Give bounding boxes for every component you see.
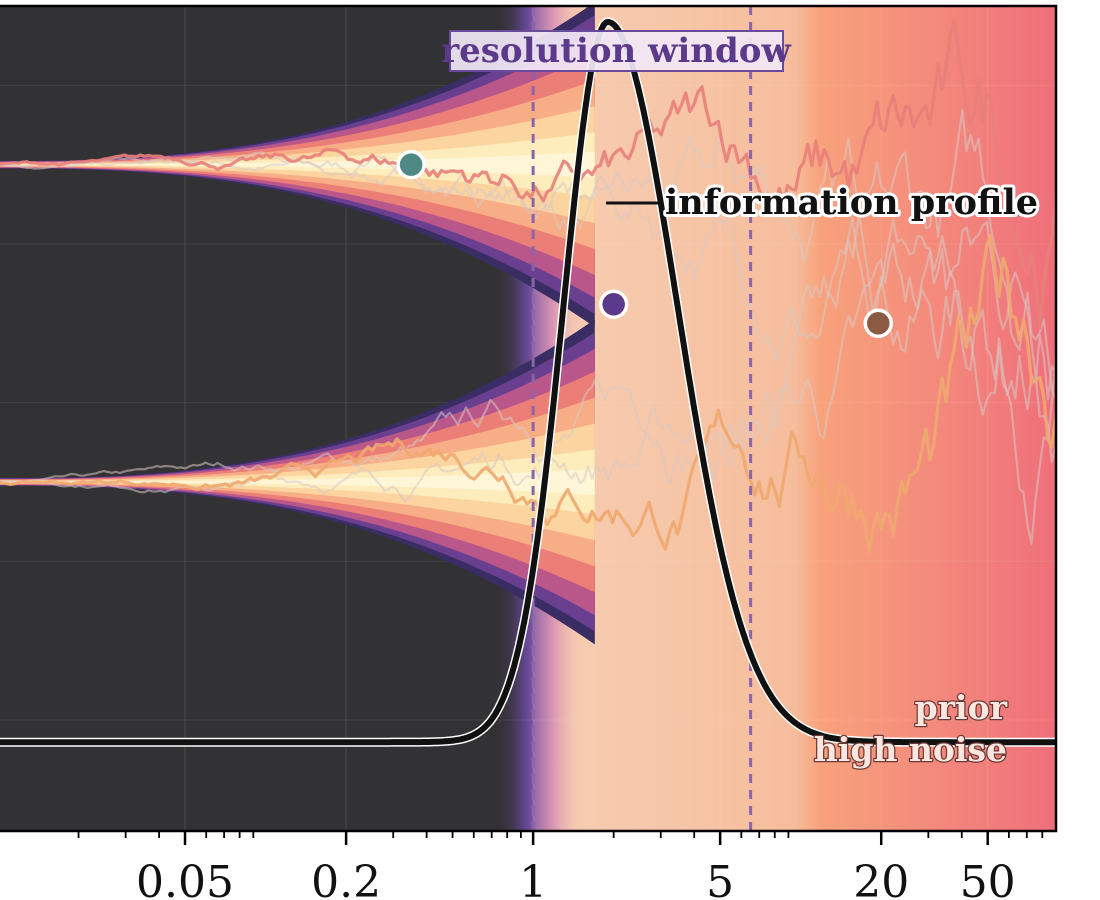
marker-2 bbox=[863, 308, 894, 339]
resolution-window-label: resolution window bbox=[441, 31, 791, 71]
trajectory-lower bbox=[0, 233, 1056, 554]
information-profile-line bbox=[0, 19, 1056, 746]
x-axis-ticks bbox=[77, 831, 1044, 845]
noise-annotation: prior high noise bbox=[813, 687, 1009, 771]
trajectories bbox=[0, 20, 1056, 554]
information-profile-curve bbox=[0, 17, 1056, 747]
x-tick-label: 20 bbox=[853, 857, 909, 900]
markers bbox=[396, 149, 894, 339]
x-tick-label: 50 bbox=[960, 857, 1016, 900]
x-axis-tick-labels: 0.05 0.2 1 5 20 50 bbox=[136, 857, 1016, 900]
marker-0 bbox=[396, 149, 426, 180]
information-profile-annotation: information profile bbox=[606, 179, 1041, 226]
noise-label-high-noise: high noise bbox=[814, 730, 1007, 769]
fan-band-0 bbox=[0, 151, 595, 178]
plot-frame bbox=[0, 4, 1058, 833]
trajectory-faint bbox=[0, 108, 1056, 399]
x-tick-label: 5 bbox=[706, 857, 734, 900]
trajectory-faint bbox=[0, 242, 1056, 503]
marker-1 bbox=[598, 289, 629, 320]
trajectory-faint bbox=[0, 216, 1056, 486]
resolution-window-title: resolution window bbox=[441, 30, 791, 72]
x-tick-label: 1 bbox=[519, 857, 547, 900]
information-profile-label: information profile bbox=[665, 182, 1038, 223]
x-tick-label: 0.05 bbox=[136, 857, 234, 900]
trajectory-upper bbox=[0, 20, 1056, 330]
x-tick-label: 0.2 bbox=[311, 857, 381, 900]
noise-label-prior: prior bbox=[915, 688, 1008, 727]
